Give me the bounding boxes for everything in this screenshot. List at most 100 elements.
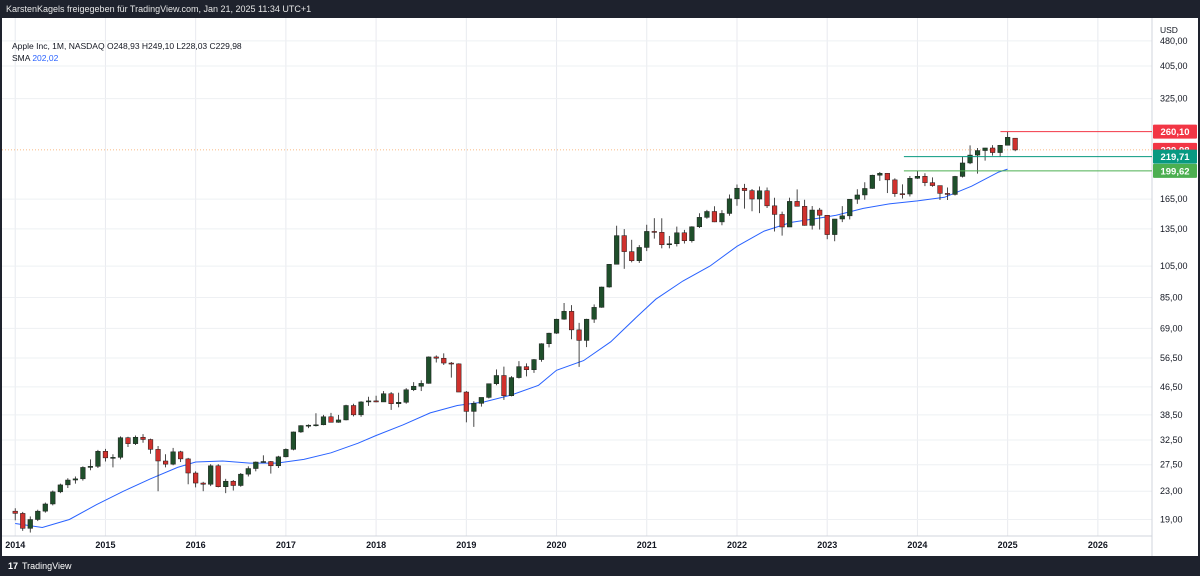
candle-body <box>794 201 800 207</box>
candle <box>779 211 785 236</box>
candle <box>824 214 830 240</box>
sma-legend: SMA 202,02 <box>12 52 242 64</box>
candle-body <box>771 205 778 215</box>
candle <box>884 173 890 194</box>
candle <box>313 413 319 427</box>
candle <box>584 318 590 348</box>
candle <box>771 197 778 232</box>
sma-label: SMA <box>12 53 30 63</box>
candle <box>335 414 342 423</box>
y-tick-label: 105,00 <box>1160 261 1188 271</box>
candle <box>448 361 454 378</box>
candle <box>411 382 417 392</box>
y-tick-label: 405,00 <box>1160 61 1188 71</box>
candle-body <box>388 393 394 404</box>
candle <box>65 478 71 489</box>
candle-body <box>366 400 372 403</box>
candle <box>381 391 387 403</box>
tradingview-brand[interactable]: TradingView <box>22 561 72 571</box>
y-tick-label: 165,00 <box>1160 194 1188 204</box>
candle-body <box>102 451 109 459</box>
x-tick-label: 2026 <box>1088 540 1108 550</box>
candle-body <box>185 458 191 474</box>
candle-body <box>546 332 552 344</box>
candle-body <box>952 176 958 195</box>
candle-body <box>809 209 815 226</box>
candle <box>396 392 402 408</box>
candle-body <box>854 194 860 200</box>
candle-body <box>178 451 184 460</box>
candle <box>764 187 770 209</box>
candle <box>230 480 236 491</box>
candle-body <box>576 329 582 341</box>
candle-body <box>80 467 86 480</box>
candle-body <box>275 456 281 467</box>
candle <box>253 461 259 472</box>
candle-body <box>426 356 432 384</box>
candle <box>501 366 507 400</box>
candle-body <box>253 461 259 469</box>
candle-body <box>110 457 116 459</box>
candle-body <box>170 451 176 465</box>
candle-body <box>298 425 304 433</box>
x-tick-label: 2016 <box>186 540 206 550</box>
y-tick-label: 480,00 <box>1160 36 1188 46</box>
candle <box>1012 137 1018 152</box>
candle <box>591 304 597 323</box>
price-chart[interactable]: USD 19,00 23,00 27,50 32,50 38,50 46,50 56,50 69… <box>2 18 1198 556</box>
candle-body <box>230 480 236 486</box>
candle <box>132 435 139 446</box>
candle-body <box>65 479 71 486</box>
candle <box>817 207 823 230</box>
price-badge <box>1153 149 1197 164</box>
candle <box>659 218 665 249</box>
candle-body <box>711 211 718 223</box>
candle-body <box>884 173 890 181</box>
candle-body <box>320 416 327 426</box>
candle <box>794 189 800 207</box>
candle-body <box>200 482 206 485</box>
candle-body <box>756 190 763 200</box>
x-tick-label: 2024 <box>907 540 927 550</box>
candle-body <box>27 519 33 529</box>
candle <box>110 454 116 468</box>
candle-body <box>260 461 266 463</box>
candle-body <box>734 187 740 200</box>
tradingview-logo-icon: 17 <box>8 561 19 571</box>
candle-body <box>208 465 214 485</box>
candle-body <box>223 480 229 488</box>
candle-body <box>824 214 830 235</box>
x-tick-label: 2025 <box>998 540 1018 550</box>
candle <box>982 147 988 161</box>
candle <box>967 145 973 165</box>
candle <box>553 318 560 334</box>
candle <box>155 445 161 492</box>
y-tick-label: 23,00 <box>1160 486 1183 496</box>
candle-body <box>538 343 545 360</box>
candle-body <box>997 145 1003 153</box>
candle-body <box>87 466 93 468</box>
candle <box>802 199 808 226</box>
chart-area[interactable]: USD 19,00 23,00 27,50 32,50 38,50 46,50 56,50 69… <box>2 18 1198 556</box>
candle <box>42 502 48 513</box>
price-badge-label: 219,71 <box>1160 152 1190 163</box>
candle <box>704 209 710 219</box>
price-badge <box>1153 163 1197 178</box>
candle-body <box>892 179 898 194</box>
candle-body <box>125 437 131 444</box>
candle <box>854 189 860 204</box>
candle-body <box>381 393 387 403</box>
candle <box>937 185 943 200</box>
candle <box>80 466 86 481</box>
candle-body <box>659 232 665 245</box>
candle <box>268 460 274 474</box>
candle <box>350 403 357 417</box>
candle <box>892 178 898 197</box>
candle <box>749 189 755 212</box>
candle-body <box>599 286 605 308</box>
candle-body <box>681 232 687 242</box>
candle-body <box>990 147 996 153</box>
candle-body <box>719 213 725 223</box>
x-tick-label: 2017 <box>276 540 296 550</box>
candle-body <box>268 461 274 467</box>
